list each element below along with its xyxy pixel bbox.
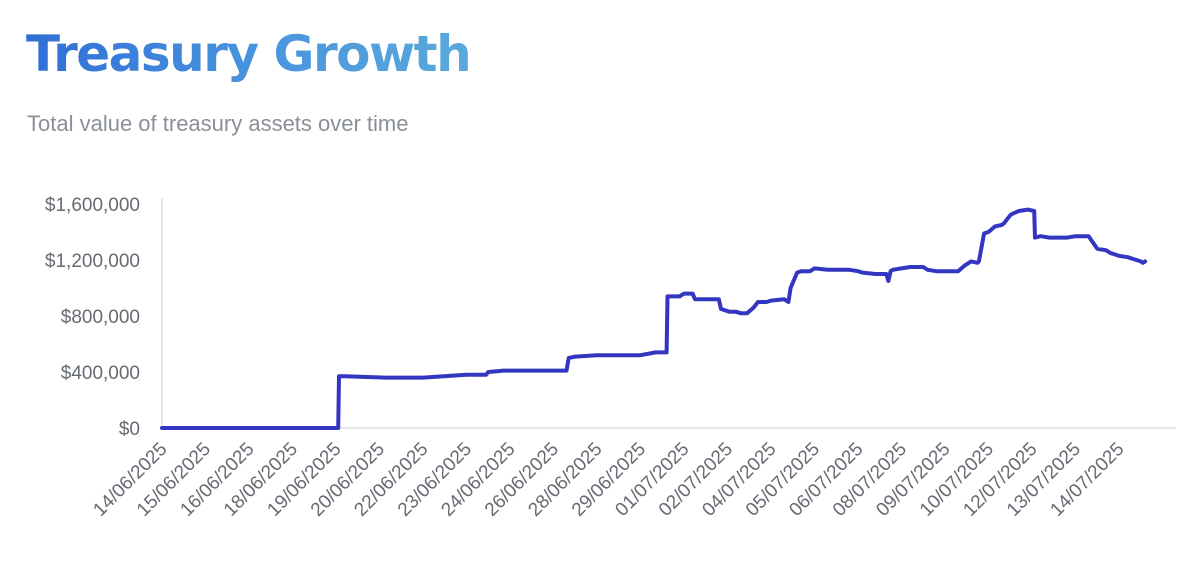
series-line (160, 207, 1148, 430)
y-tick-label: $0 (119, 419, 140, 440)
y-tick-label: $1,600,000 (45, 195, 140, 216)
y-tick-label: $800,000 (61, 307, 140, 328)
y-tick-label: $1,200,000 (45, 251, 140, 272)
chart-subtitle: Total value of treasury assets over time (27, 111, 409, 136)
y-tick-label: $400,000 (61, 363, 140, 384)
chart-title: Treasury Growth (26, 25, 472, 83)
